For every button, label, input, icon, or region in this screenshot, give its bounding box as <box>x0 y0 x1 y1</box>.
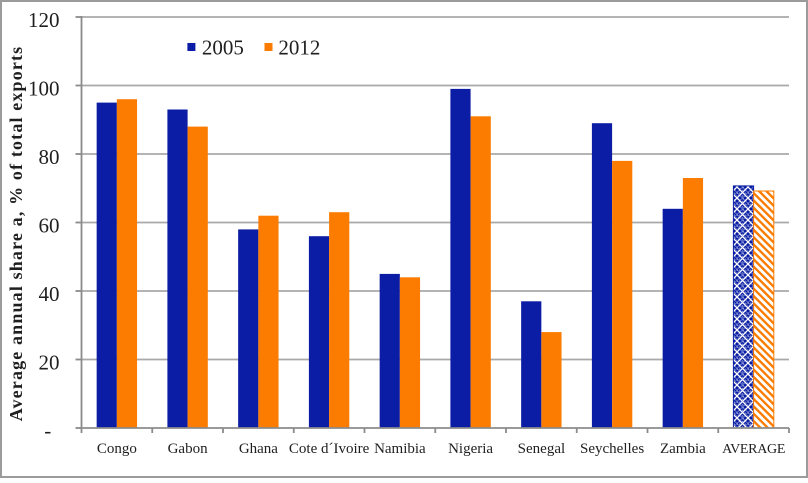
svg-text:2005: 2005 <box>202 36 244 60</box>
svg-text:Gabon: Gabon <box>168 441 208 457</box>
svg-text:2012: 2012 <box>278 36 320 60</box>
svg-text:60: 60 <box>39 213 60 237</box>
svg-text:120: 120 <box>28 8 60 32</box>
svg-text:AVERAGE: AVERAGE <box>722 442 785 457</box>
svg-text:Average annual share a, % of t: Average annual share a, % of total expor… <box>6 46 26 422</box>
svg-text:80: 80 <box>39 145 60 169</box>
svg-text:-: - <box>44 419 51 443</box>
svg-text:Zambia: Zambia <box>660 441 706 457</box>
svg-text:Ghana: Ghana <box>239 441 278 457</box>
svg-text:Namibia: Namibia <box>374 441 426 457</box>
svg-text:Seychelles: Seychelles <box>580 441 644 457</box>
svg-text:Congo: Congo <box>97 441 137 457</box>
svg-text:100: 100 <box>28 76 60 100</box>
svg-text:40: 40 <box>39 282 60 306</box>
svg-text:20: 20 <box>39 350 60 374</box>
svg-text:Nigeria: Nigeria <box>448 441 493 457</box>
svg-text:Cote d´Ivoire: Cote d´Ivoire <box>289 441 370 457</box>
svg-text:Senegal: Senegal <box>518 441 565 457</box>
